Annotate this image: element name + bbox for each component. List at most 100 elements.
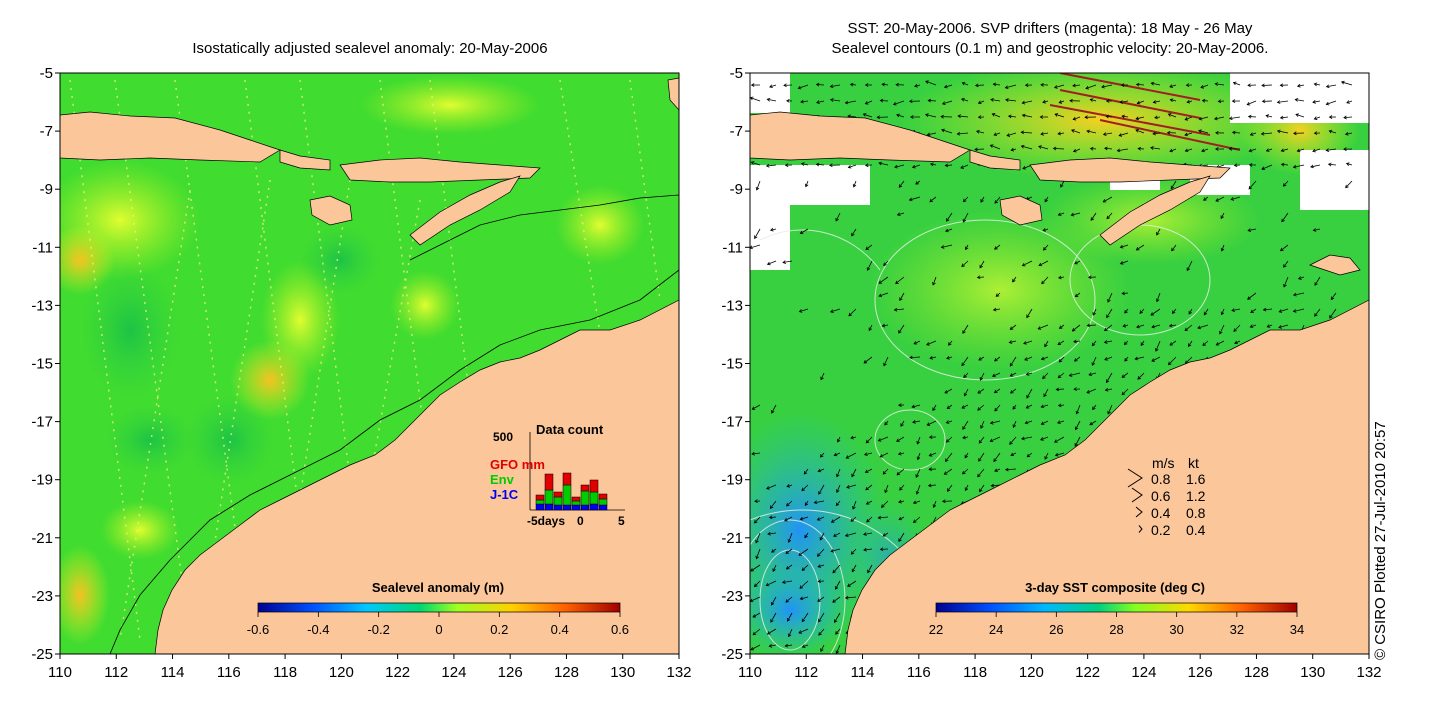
right-panel-title-line-1: SST: 20-May-2006. SVP drifters (magenta)…: [847, 20, 1253, 37]
velocity-vector: [1074, 356, 1081, 362]
velocity-vector-head: [852, 506, 856, 510]
x-tick-label: 112: [104, 664, 128, 681]
velocity-vector-head: [1296, 83, 1301, 88]
velocity-vector: [798, 628, 809, 634]
velocity-vector-head: [1246, 102, 1251, 106]
velocity-vector: [961, 260, 969, 267]
velocity-vector-head: [881, 323, 886, 328]
velocity-vector: [816, 84, 825, 86]
velocity-vector: [1200, 84, 1209, 89]
velocity-vector-head: [1140, 342, 1145, 347]
velocity-vector-head: [1202, 342, 1206, 347]
y-tick-label: -7: [730, 123, 743, 140]
velocity-vector: [947, 404, 953, 409]
velocity-vector-head: [1101, 84, 1105, 89]
velocity-vector-head: [835, 631, 839, 635]
velocity-vector: [1250, 324, 1257, 328]
velocity-vector: [863, 113, 873, 118]
velocity-vector-head: [785, 550, 790, 554]
velocity-vector-head: [1068, 373, 1073, 377]
velocity-vector: [832, 564, 841, 574]
velocity-vector: [853, 180, 857, 188]
velocity-vector-head: [914, 83, 918, 88]
velocity-vector-head: [1152, 100, 1157, 104]
legend-gfo: GFO mm: [490, 457, 545, 472]
velocity-vector-head: [1186, 99, 1191, 104]
velocity-vector: [946, 212, 953, 222]
velocity-vector: [1022, 260, 1033, 267]
velocity-vector-head: [992, 82, 997, 87]
velocity-vector: [786, 500, 793, 507]
velocity-vector-head: [818, 618, 822, 623]
colorbar-tick-label: 0.6: [611, 622, 629, 637]
velocity-vector: [1185, 116, 1193, 121]
data-count-bar-segment: [535, 499, 545, 505]
velocity-vector-head: [783, 83, 787, 88]
velocity-vector-head: [850, 435, 854, 440]
velocity-vector: [962, 82, 969, 86]
velocity-vector: [1314, 276, 1321, 286]
velocity-vector-head: [818, 632, 822, 636]
velocity-vector-head: [866, 518, 870, 523]
sla-low-anomaly: [300, 225, 380, 295]
velocity-vector-head: [1250, 309, 1254, 314]
velocity-vector: [942, 100, 953, 105]
velocity-vector: [913, 516, 921, 523]
velocity-vector: [831, 516, 841, 523]
velocity-vector: [818, 628, 825, 636]
velocity-vector-head: [916, 440, 920, 445]
velocity-vector: [848, 308, 857, 317]
velocity-vector-head: [962, 330, 966, 334]
velocity-vector: [751, 161, 761, 166]
velocity-vector-head: [1167, 361, 1172, 366]
velocity-vector-head: [944, 390, 949, 394]
velocity-vector: [1005, 99, 1017, 102]
velocity-vector: [929, 452, 937, 457]
left-y-axis: -5 -7 -9 -11 -13 -15 -17 -19 -21 -23 -25: [31, 65, 60, 663]
colorbar-tick-label: 0: [435, 622, 442, 637]
velocity-vector-head: [1005, 467, 1009, 472]
velocity-vector: [941, 244, 953, 248]
velocity-vector: [1169, 340, 1177, 346]
velocity-vector-head: [1042, 228, 1047, 232]
velocity-vector: [995, 292, 1001, 297]
velocity-vector-head: [835, 650, 840, 654]
velocity-vector-head: [1023, 341, 1027, 345]
velocity-vector-head: [974, 83, 979, 88]
velocity-vector: [784, 516, 793, 522]
velocity-vector: [915, 468, 921, 478]
velocity-vector-head: [815, 162, 820, 167]
velocity-vector-head: [864, 101, 869, 105]
velocity-vector: [1040, 436, 1049, 441]
velocity-vector-head: [830, 548, 835, 553]
velocity-vector: [785, 596, 793, 603]
velocity-vector: [805, 180, 809, 187]
velocity-vector-head: [765, 163, 770, 168]
velocity-vector-head: [977, 390, 982, 394]
velocity-vector-head: [816, 517, 821, 521]
velocity-vector-head: [895, 280, 899, 285]
velocity-vector-head: [1040, 82, 1044, 87]
velocity-vector-head: [1312, 228, 1317, 232]
velocity-vector: [1121, 372, 1129, 378]
velocity-vector: [1013, 420, 1017, 428]
velocity-vector-head: [1009, 373, 1014, 377]
velocity-vector: [848, 115, 857, 118]
velocity-vector: [1022, 100, 1033, 104]
velocity-vector-head: [782, 260, 786, 264]
velocity-vector: [1011, 148, 1017, 151]
velocity-vector: [962, 420, 969, 430]
velocity-vector-head: [785, 566, 790, 570]
velocity-vector: [1281, 212, 1289, 222]
velocity-vector: [1277, 100, 1289, 103]
velocity-vector-head: [1228, 146, 1233, 151]
velocity-vector-head: [1057, 403, 1062, 408]
velocity-vector-head: [1282, 183, 1287, 187]
velocity-vector: [1073, 340, 1081, 343]
velocity-vector-head: [880, 504, 885, 508]
velocity-vector: [895, 276, 905, 284]
velocity-vector: [818, 484, 825, 495]
velocity-vector: [1071, 129, 1081, 134]
y-tick-label: -5: [730, 65, 743, 82]
velocity-vector: [850, 436, 857, 439]
